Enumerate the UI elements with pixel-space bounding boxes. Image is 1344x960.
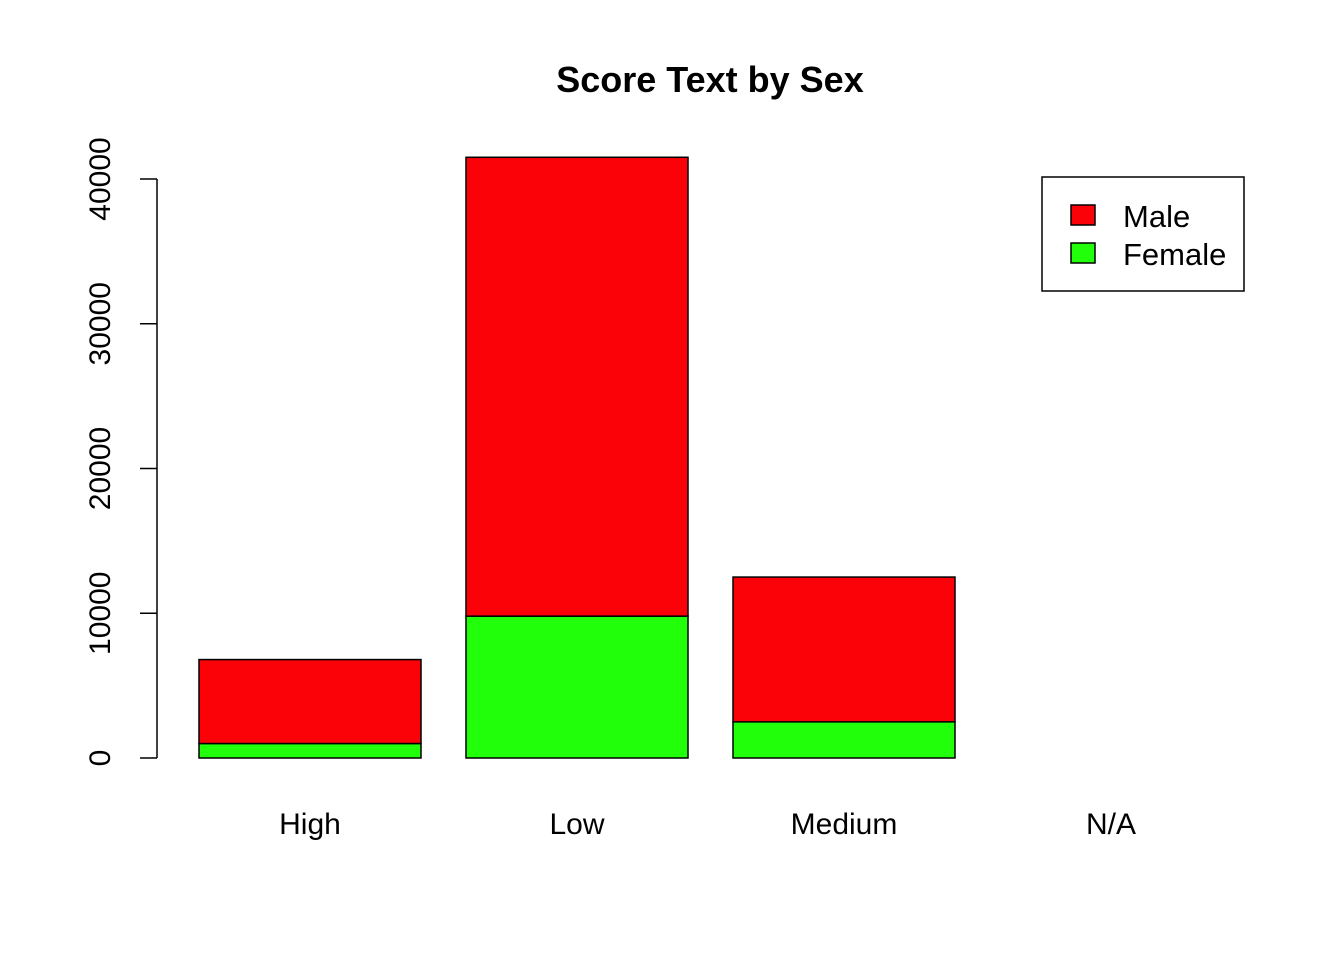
- bar-medium-female: [732, 721, 956, 759]
- legend: Male Female: [1041, 176, 1245, 292]
- y-tick-label: 30000: [84, 282, 117, 365]
- chart-title: Score Text by Sex: [556, 59, 863, 100]
- legend-swatch-female: [1070, 242, 1096, 264]
- bar-low-male: [465, 156, 689, 617]
- bars-group: [198, 156, 956, 759]
- legend-box: [1041, 176, 1245, 292]
- x-tick-label: Medium: [791, 808, 898, 841]
- bar-medium-male: [732, 576, 956, 723]
- y-tick-label: 20000: [84, 427, 117, 510]
- legend-label-female: Female: [1123, 237, 1226, 272]
- legend-label-male: Male: [1123, 199, 1190, 234]
- bar-high-male: [198, 658, 422, 745]
- y-tick-label: 0: [84, 750, 117, 767]
- bar-low-female: [465, 615, 689, 759]
- y-tick-label: 40000: [84, 137, 117, 220]
- legend-swatch-male: [1070, 204, 1096, 226]
- x-tick-label: High: [279, 808, 341, 841]
- x-tick-label: N/A: [1086, 808, 1136, 841]
- bar-high-female: [198, 742, 422, 759]
- y-tick-label: 10000: [84, 572, 117, 655]
- x-tick-label: Low: [549, 808, 604, 841]
- y-axis: 0 10000 20000 30000 40000: [84, 137, 158, 767]
- x-axis: High Low Medium N/A: [279, 808, 1136, 841]
